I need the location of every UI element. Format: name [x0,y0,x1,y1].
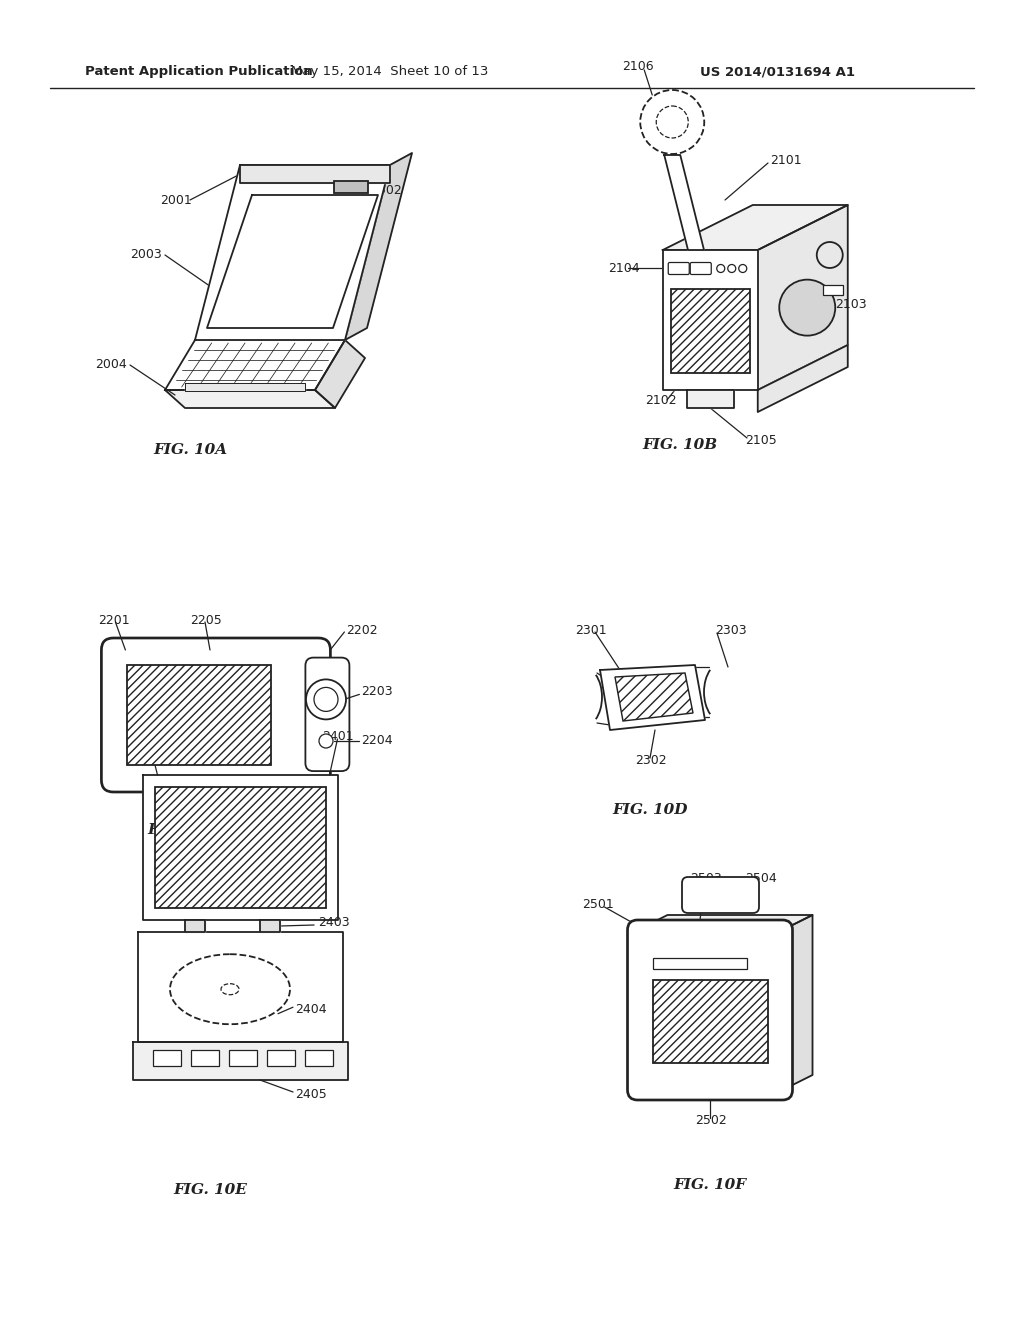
Bar [334,181,368,193]
Polygon shape [663,249,758,389]
Polygon shape [600,665,705,730]
Text: 2102: 2102 [645,393,677,407]
FancyBboxPatch shape [682,876,759,913]
Polygon shape [615,673,693,721]
Text: 2402: 2402 [132,747,164,759]
Circle shape [306,680,346,719]
Text: 2403: 2403 [318,916,349,928]
Bar [304,1049,333,1067]
Text: 2203: 2203 [361,685,393,698]
Text: 2103: 2103 [835,298,866,312]
Bar [652,958,746,969]
Text: 2202: 2202 [346,623,378,636]
Text: FIG. 10C: FIG. 10C [147,822,222,837]
Polygon shape [758,205,848,389]
Text: 2302: 2302 [635,754,667,767]
Text: FIG. 10D: FIG. 10D [612,803,688,817]
Text: Patent Application Publication: Patent Application Publication [85,66,312,78]
Text: 2004: 2004 [95,359,127,371]
Text: 2106: 2106 [623,61,654,74]
Text: FIG. 10A: FIG. 10A [153,444,227,457]
Text: 2301: 2301 [575,623,606,636]
Text: 2303: 2303 [715,623,746,636]
Polygon shape [165,341,345,389]
Polygon shape [207,195,378,327]
Text: 2201: 2201 [98,614,130,627]
Polygon shape [665,154,705,249]
FancyBboxPatch shape [690,263,712,275]
Text: 2002: 2002 [370,183,401,197]
Polygon shape [663,205,848,249]
Circle shape [656,106,688,139]
FancyBboxPatch shape [101,638,331,792]
Text: 2104: 2104 [608,261,639,275]
Text: 2502: 2502 [695,1114,727,1126]
Polygon shape [686,389,734,408]
Text: 2405: 2405 [295,1089,327,1101]
Text: 2504: 2504 [745,871,777,884]
Text: FIG. 10E: FIG. 10E [173,1183,247,1197]
Polygon shape [315,341,365,408]
Text: 2101: 2101 [770,153,802,166]
Polygon shape [142,775,338,920]
Bar [190,1049,218,1067]
Text: 2105: 2105 [745,433,777,446]
Text: 2501: 2501 [583,899,614,912]
Bar [153,1049,180,1067]
Polygon shape [638,915,812,931]
Circle shape [314,688,338,711]
Text: 2401: 2401 [323,730,354,743]
Text: US 2014/0131694 A1: US 2014/0131694 A1 [700,66,855,78]
Bar [822,285,843,294]
FancyBboxPatch shape [628,920,793,1100]
Bar [266,1049,295,1067]
FancyBboxPatch shape [305,657,349,771]
Text: May 15, 2014  Sheet 10 of 13: May 15, 2014 Sheet 10 of 13 [291,66,488,78]
Bar [127,665,271,766]
Text: FIG. 10B: FIG. 10B [642,438,718,451]
Polygon shape [345,153,412,341]
Circle shape [319,734,333,748]
Polygon shape [185,920,205,932]
Polygon shape [240,165,390,183]
Polygon shape [184,383,304,391]
Text: 2003: 2003 [130,248,162,261]
Text: 2204: 2204 [361,734,393,747]
Circle shape [779,280,836,335]
FancyBboxPatch shape [669,263,689,275]
Polygon shape [137,932,342,1041]
Bar [155,787,326,908]
Bar [228,1049,256,1067]
Bar [671,289,750,374]
Text: 2001: 2001 [160,194,191,206]
Polygon shape [195,165,390,341]
Text: 2503: 2503 [690,871,722,884]
Polygon shape [132,1041,347,1080]
Bar [652,979,768,1063]
Polygon shape [260,920,280,932]
Text: FIG. 10F: FIG. 10F [674,1177,746,1192]
Polygon shape [758,345,848,412]
Polygon shape [782,915,812,1090]
Text: 2205: 2205 [190,614,222,627]
Polygon shape [165,389,335,408]
Text: 2404: 2404 [295,1003,327,1015]
Circle shape [640,90,705,154]
